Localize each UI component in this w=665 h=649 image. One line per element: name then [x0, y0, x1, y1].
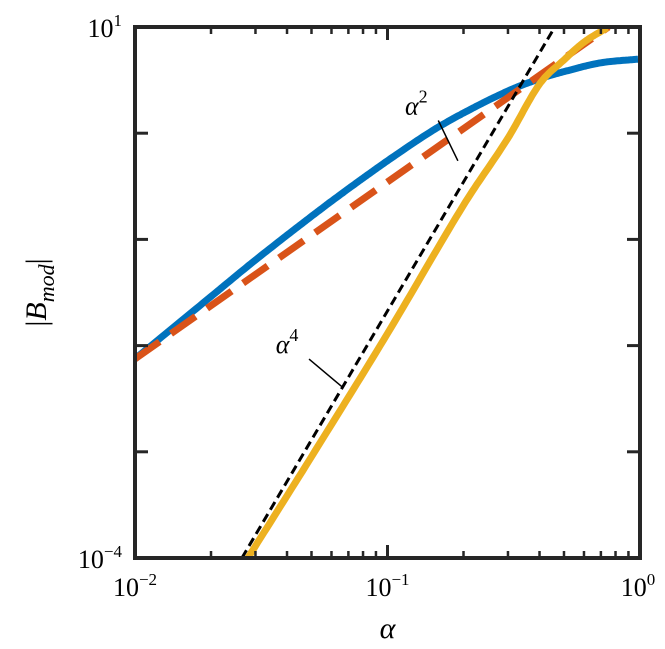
series-layer: [135, 27, 640, 558]
x-tick-label: 10−1: [365, 570, 409, 602]
annotation-label-2: α4: [276, 325, 299, 359]
label-layer: 10−2 10−1 100 10−4 101 α |Bmod|: [20, 11, 655, 645]
series-line-1: [135, 55, 640, 362]
x-tick-label: 10−2: [113, 570, 157, 602]
y-axis-label: |Bmod|: [20, 258, 59, 326]
y-tick-label: 101: [88, 11, 123, 43]
series-line-2: [135, 27, 611, 362]
x-tick-label: 100: [621, 570, 656, 602]
annotation-label-1: α2: [405, 86, 428, 120]
x-axis-label: α: [380, 612, 397, 645]
annotation-leader-2: [308, 358, 343, 388]
annotation-leader-1: [437, 120, 459, 162]
y-tick-label: 10−4: [78, 542, 123, 574]
series-line-4: [240, 27, 557, 558]
tick-layer: [133, 27, 642, 558]
series-line-3: [244, 27, 610, 558]
annotation-layer: α2 α4: [276, 86, 459, 388]
